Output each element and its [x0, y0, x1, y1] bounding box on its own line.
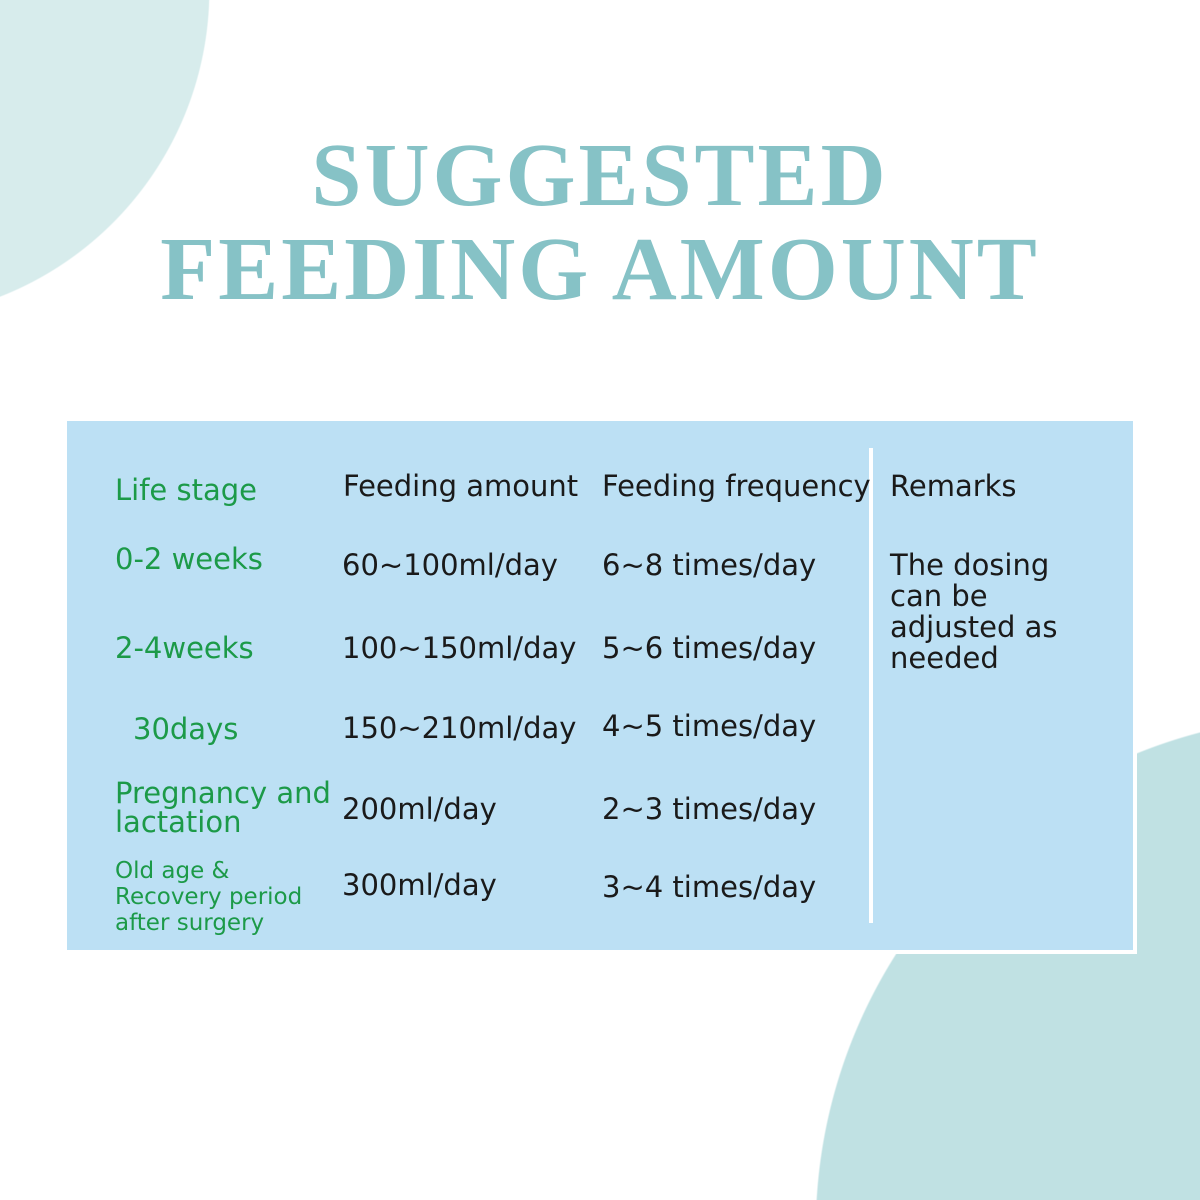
row-stage: 0-2 weeks: [115, 542, 263, 576]
row-amount: 100~150ml/day: [342, 631, 577, 665]
row-stage: Old age & Recovery period after surgery: [115, 858, 303, 936]
row-frequency: 6~8 times/day: [602, 548, 817, 582]
feeding-table: Life stage Feeding amount Feeding freque…: [67, 421, 1133, 950]
page-title-line1: SUGGESTED: [311, 126, 889, 225]
row-amount: 200ml/day: [342, 792, 497, 826]
row-frequency: 5~6 times/day: [602, 631, 817, 665]
header-remarks: Remarks: [890, 469, 1017, 503]
header-feeding-amount: Feeding amount: [343, 469, 579, 503]
row-stage: 2-4weeks: [115, 631, 254, 665]
decorative-circle-top-left: [0, 0, 212, 300]
column-divider: [869, 448, 873, 923]
row-frequency: 3~4 times/day: [602, 870, 817, 904]
header-feeding-frequency: Feeding frequency: [602, 469, 871, 503]
page-title-line2: FEEDING AMOUNT: [160, 220, 1040, 319]
row-stage: Pregnancy and lactation: [115, 776, 331, 839]
row-stage: 30days: [133, 712, 239, 746]
header-life-stage: Life stage: [115, 473, 257, 507]
row-frequency: 2~3 times/day: [602, 792, 817, 826]
row-amount: 150~210ml/day: [342, 711, 577, 745]
row-amount: 60~100ml/day: [342, 548, 558, 582]
remarks-text: The dosing can be adjusted as needed: [890, 548, 1058, 675]
row-amount: 300ml/day: [342, 868, 497, 902]
row-frequency: 4~5 times/day: [602, 709, 817, 743]
